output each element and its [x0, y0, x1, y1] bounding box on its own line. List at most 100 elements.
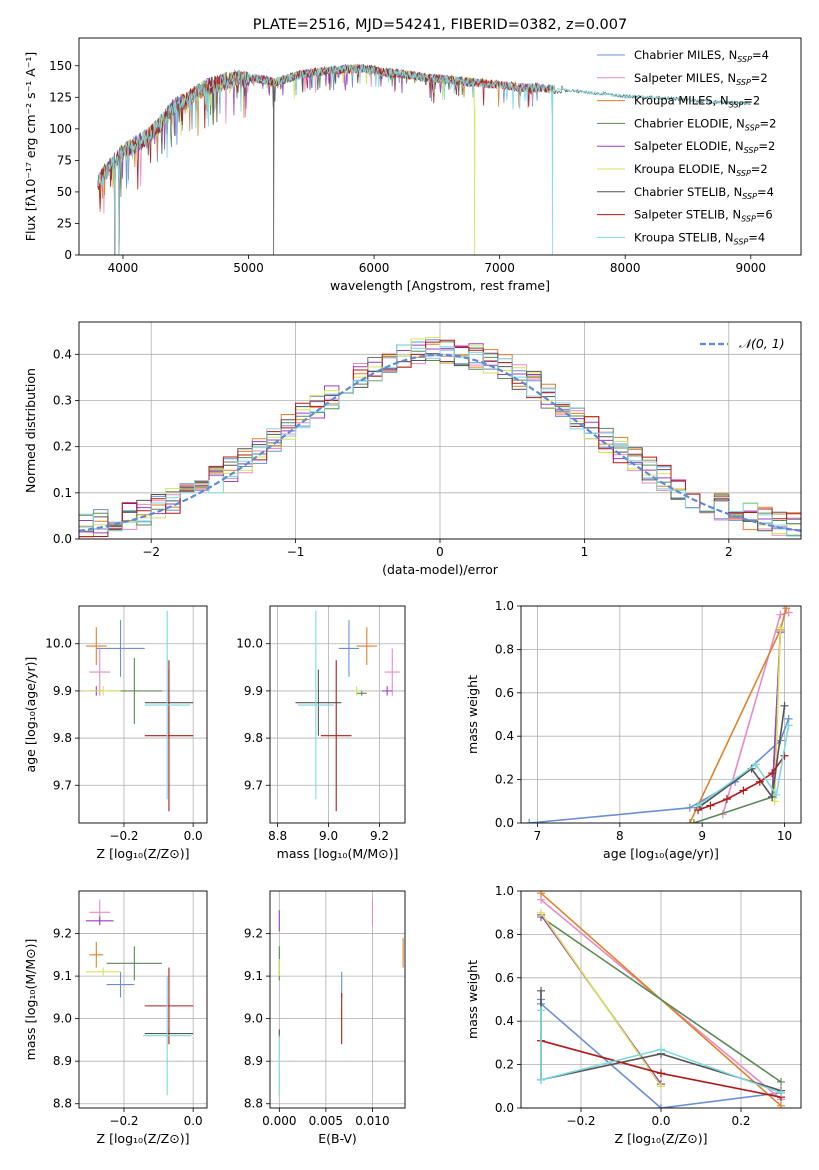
y-axis-label: mass weight [465, 675, 480, 754]
panel-age-vs-mass: 8.8 9.0 9.2 9.7 9.8 9.9 10.0 mass [log₁₀(M/M⊙)] [236, 605, 406, 861]
errorbar-point-salpeter_stelib [144, 660, 194, 812]
spectrum-line-salpeter_miles [97, 64, 550, 255]
x-tick-label: 0.005 [309, 1114, 343, 1128]
spectrum-line-salpeter_elodie [110, 63, 475, 255]
y-tick-label: 8.8 [244, 1097, 263, 1111]
y-tick-label: 9.1 [53, 969, 72, 983]
marker-salpeter_stelib [780, 751, 789, 760]
x-tick-label: 8 [616, 829, 624, 843]
marker-salpeter_miles [784, 608, 793, 617]
errorbar-point-kroupa_elodie [85, 967, 121, 977]
x-tick-label: 0.0 [184, 829, 203, 843]
mass-weight-line-kroupa_stelib [540, 1010, 782, 1094]
y-tick-label: 9.9 [244, 684, 263, 698]
spectrum-line-kroupa_miles [97, 63, 557, 255]
x-axis-label: Z [log₁₀(Z/Z⊙)] [97, 846, 190, 861]
y-tick-label: 10.0 [45, 637, 72, 651]
plot-area [79, 336, 801, 538]
errorbar-point-chabrier_elodie [356, 690, 367, 696]
panel-residuals: −2 −1 0 1 2 0.0 0.1 0.2 0.3 0.4 (data-model)/error… [23, 321, 802, 577]
y-tick-label: 8.9 [53, 1054, 72, 1068]
y-tick-label: 0.3 [53, 393, 72, 407]
errorbar-point-salpeter_stelib [320, 660, 352, 812]
y-tick-label: 1.0 [495, 884, 514, 898]
legend-label-kroupa_stelib: Kroupa STELIB, NSSP=4 [634, 230, 765, 246]
axes-frame [78, 37, 802, 256]
marker-salpeter_stelib [768, 769, 777, 778]
errorbar-point-salpeter_miles [384, 648, 400, 696]
spectrum-line-chabrier_miles [97, 64, 551, 255]
legend-label-salpeter_elodie: Salpeter ELODIE, NSSP=2 [634, 139, 775, 155]
x-tick-label: 7 [534, 829, 542, 843]
marker-salpeter_stelib [657, 1069, 665, 1078]
x-axis-label: (data-model)/error [382, 562, 499, 577]
plot-area [525, 606, 793, 823]
y-tick-label: 9.7 [53, 778, 72, 792]
panel-age-vs-Z: −0.2 0.0 9.7 9.8 9.9 10.0 Z [log₁₀(Z/Z⊙)] age [… [23, 605, 208, 861]
mass-weight-line-kroupa_elodie [540, 912, 662, 1087]
marker-kroupa_stelib [537, 1075, 545, 1084]
spectrum-line-kroupa_stelib [97, 64, 751, 255]
plot-area [85, 899, 194, 1096]
y-tick-label: 10.0 [236, 637, 263, 651]
marker-kroupa_stelib [784, 721, 793, 730]
axes-frame [269, 605, 406, 824]
x-axis-label: mass [log₁₀(M/M⊙)] [277, 846, 399, 861]
y-tick-label: 9.7 [244, 778, 263, 792]
y-tick-label: 9.1 [244, 969, 263, 983]
errorbar-point-salpeter_elodie [85, 916, 114, 926]
x-tick-label: 9.2 [370, 829, 389, 843]
errorbar-point-chabrier_elodie [106, 946, 163, 981]
legend-label-salpeter_stelib: Salpeter STELIB, NSSP=6 [634, 208, 773, 224]
plot-area [278, 899, 404, 1096]
x-axis-label: Z [log₁₀(Z/Z⊙)] [97, 1131, 190, 1146]
y-tick-label: 0.8 [495, 927, 514, 941]
x-tick-label: 0.0 [651, 1114, 670, 1128]
panel-massweight-vs-age: 7 8 9 10 0.0 0.2 0.4 0.6 0.8 1.0 age [log₁₀(age/yr… [465, 599, 802, 861]
marker-chabrier_miles [657, 1104, 665, 1108]
y-tick-label: 25 [57, 216, 72, 230]
marker-chabrier_stelib [537, 986, 545, 995]
marker-kroupa_miles [777, 1101, 785, 1108]
errorbar-point-salpeter_stelib [144, 967, 194, 1045]
legend-label-chabrier_miles: Chabrier MILES, NSSP=4 [634, 48, 769, 64]
plot-area [97, 63, 751, 255]
y-tick-label: 0.6 [495, 971, 514, 985]
x-tick-label: 1 [581, 545, 589, 559]
y-tick-label: 9.8 [244, 731, 263, 745]
y-tick-label: 0.2 [495, 773, 514, 787]
y-tick-label: 0.4 [495, 1014, 514, 1028]
marker-salpeter_stelib [722, 795, 731, 804]
x-tick-label: 8000 [610, 261, 641, 275]
errorbar-point-chabrier_miles [106, 971, 135, 998]
y-tick-label: 0.2 [53, 440, 72, 454]
x-tick-label: 0.010 [355, 1114, 389, 1128]
y-tick-label: 0.2 [495, 1058, 514, 1072]
chart-title: PLATE=2516, MJD=54241, FIBERID=0382, z=0… [253, 17, 627, 33]
y-tick-label: 0.0 [495, 1101, 514, 1115]
errorbar-point-chabrier_miles [96, 620, 145, 677]
errorbar-point-chabrier_miles [338, 620, 360, 677]
y-tick-label: 100 [49, 122, 72, 136]
y-tick-label: 0 [64, 248, 72, 262]
y-tick-label: 75 [57, 153, 72, 167]
marker-chabrier_miles [685, 803, 694, 812]
axes-frame [269, 890, 406, 1109]
errorbar-point-kroupa_elodie [354, 686, 360, 696]
marker-kroupa_elodie [776, 623, 785, 632]
x-tick-label: 0 [436, 545, 444, 559]
marker-kroupa_elodie [770, 797, 779, 806]
errorbar-point-kroupa_miles [356, 627, 377, 665]
x-tick-label: 7000 [484, 261, 515, 275]
x-axis-label: E(B-V) [318, 1131, 357, 1146]
legend-label-kroupa_miles: Kroupa MILES, NSSP=2 [634, 94, 760, 110]
marker-salpeter_stelib [739, 786, 748, 795]
y-tick-label: 9.0 [244, 1012, 263, 1026]
errorbar-point-chabrier_stelib [295, 669, 342, 736]
plot-area [537, 891, 785, 1108]
y-tick-label: 9.9 [53, 684, 72, 698]
x-tick-label: 0.0 [184, 1114, 203, 1128]
plot-area [85, 610, 194, 812]
spectrum-line-salpeter_stelib [97, 63, 551, 255]
panel-spectrum: 4000 5000 6000 7000 8000 9000 0 25 50 75 100 125 150… [23, 17, 802, 293]
